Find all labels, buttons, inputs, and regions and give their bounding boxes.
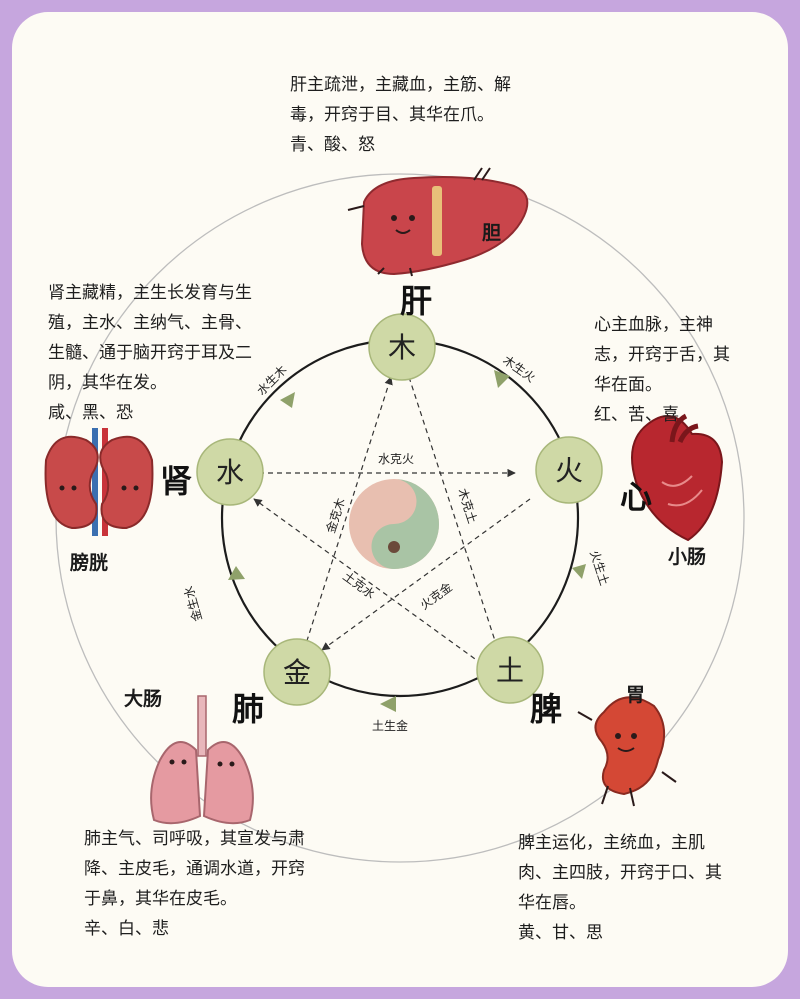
fire-earth-arrow — [572, 564, 586, 579]
large-intestine-label: 大肠 — [124, 688, 163, 710]
lung-icon — [150, 695, 254, 825]
kidney-icon — [44, 428, 154, 536]
bladder-label: 膀胱 — [70, 552, 109, 574]
water-node: 水 — [196, 438, 264, 506]
lung-name: 肺 — [232, 690, 265, 728]
earth-controls-water-line — [253, 498, 483, 665]
heart-description: 心主血脉，主神 志，开窍于舌，其 华在面。 红、苦、喜 — [594, 315, 730, 425]
metal-water-arrow — [228, 566, 245, 580]
stomach-icon — [577, 696, 677, 807]
kidney-description: 肾主藏精，主生长发育与生 殖，主水、主纳气、主骨、 生髓、通于脑开窍于耳及二 阴… — [48, 283, 252, 423]
spleen-name: 脾 — [530, 690, 563, 728]
small-intestine-label: 小肠 — [668, 546, 707, 568]
metal-controls-wood-line — [303, 376, 393, 651]
liver-icon — [347, 167, 529, 277]
metal-node: 金 — [263, 638, 331, 706]
yin-yang-icon — [349, 479, 439, 569]
liver-description: 肝主疏泄，主藏血，主筋、解 毒，开窍于目、其华在爪。 青、酸、怒 — [290, 75, 511, 155]
fire-earth-label: 火生土 — [587, 549, 611, 588]
wood-fire-label: 木生火 — [500, 353, 538, 385]
water-wood-arrow — [280, 392, 295, 408]
fire-node: 火 — [535, 436, 603, 504]
metal-wood-label: 金克木 — [323, 496, 348, 535]
spleen-description: 脾主运化，主统血，主肌 肉、主四肢，开窍于口、其 华在唇。 黄、甘、思 — [518, 833, 722, 943]
wood-node: 木 — [368, 313, 436, 381]
diagram-card: 木生火 火生土 土生金 金生水 水生木 水克火 木克土 火克金 土克水 金克木 … — [12, 12, 788, 987]
wood-earth-label: 木克土 — [455, 487, 479, 526]
earth-metal-arrow — [380, 696, 396, 712]
controlling-star — [253, 376, 531, 665]
fire-node-label: 火 — [555, 454, 583, 487]
water-fire-label: 水克火 — [378, 452, 414, 466]
earth-node-label: 土 — [496, 654, 524, 687]
fire-controls-metal-line — [321, 498, 531, 651]
water-node-label: 水 — [216, 456, 244, 489]
liver-name: 肝 — [400, 282, 433, 320]
water-wood-label: 水生木 — [254, 363, 289, 398]
five-elements-diagram: 木生火 火生土 土生金 金生水 水生木 水克火 木克土 火克金 土克水 金克木 … — [44, 167, 745, 863]
metal-node-label: 金 — [283, 656, 311, 689]
lung-description: 肺主气、司呼吸，其宣发与肃 降、主皮毛，通调水道，开窍 于鼻，其华在皮毛。 辛、… — [84, 829, 305, 939]
heart-icon — [631, 413, 724, 542]
heart-name: 心 — [620, 478, 653, 516]
generating-arrows — [228, 370, 586, 712]
stomach-label: 胃 — [626, 684, 646, 706]
wood-fire-arrow — [494, 370, 510, 388]
gallbladder-label: 胆 — [482, 222, 502, 244]
metal-water-label: 金生水 — [181, 585, 205, 624]
earth-water-label: 土克水 — [340, 569, 377, 601]
wood-controls-earth-line — [408, 376, 500, 651]
fire-metal-label: 火克金 — [417, 579, 455, 612]
earth-metal-label: 土生金 — [372, 718, 408, 733]
kidney-name: 肾 — [160, 462, 193, 500]
earth-node: 土 — [476, 636, 544, 704]
wood-node-label: 木 — [388, 331, 416, 364]
